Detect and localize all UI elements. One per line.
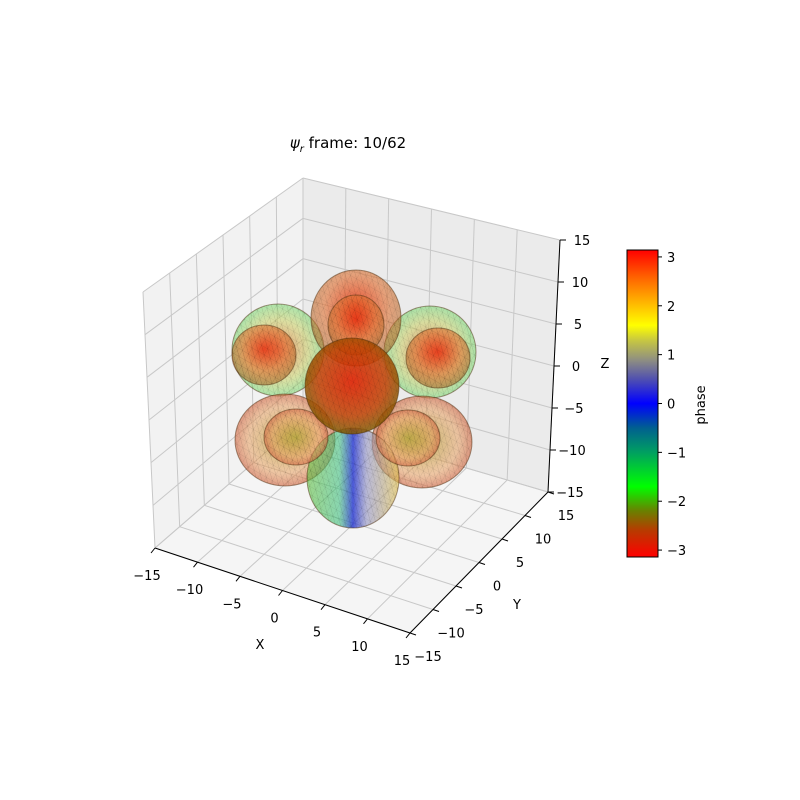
x-axis-tick-label: 0: [270, 612, 278, 627]
colorbar-tick-label: −2: [667, 495, 686, 510]
y-axis-tick: [455, 585, 463, 589]
z-axis-tick-label: 15: [574, 234, 591, 249]
x-axis-tick-label: 10: [351, 640, 368, 655]
y-axis-tick-label: 10: [535, 533, 552, 548]
back-pane-gridline: [302, 177, 561, 241]
colorbar-gradient: [626, 249, 659, 558]
colorbar-tick-label: −3: [667, 544, 686, 559]
x-axis-tick: [405, 632, 411, 639]
left-pane: [143, 178, 303, 548]
colorbar-label: phase: [694, 385, 709, 424]
y-axis-tick: [478, 562, 486, 565]
back-pane-gridline: [302, 217, 559, 283]
inner-lobe-mesh: [406, 328, 470, 388]
x-axis-tick-label: 5: [313, 626, 321, 641]
x-axis-tick: [150, 547, 156, 554]
y-axis-tick-label: 0: [493, 580, 501, 595]
x-axis-tick: [278, 590, 283, 596]
inner-lobe-mesh: [376, 410, 440, 466]
x-axis-tick-label: 15: [394, 654, 411, 669]
orbital-surface: [231, 269, 477, 529]
lobe-center-mesh: [305, 338, 399, 434]
z-axis-tick-label: −15: [556, 486, 583, 501]
z-axis-tick-label: 10: [572, 276, 589, 291]
chart-title: ψr frame: 10/62: [290, 134, 406, 155]
colorbar: −3 −2 −1 0 1 2 3 phase: [626, 249, 709, 559]
y-axis-tick-label: 15: [558, 509, 575, 524]
colorbar-tick-label: 1: [667, 349, 675, 364]
colorbar-tick-label: 0: [667, 398, 675, 413]
z-axis-label: Z: [601, 357, 610, 372]
inner-lobe-mesh: [232, 325, 296, 385]
lobe-bottom-mesh: [307, 428, 399, 528]
colorbar-tick-label: 3: [667, 251, 675, 266]
z-axis-tick-label: 5: [574, 318, 582, 333]
x-axis-tick: [193, 561, 198, 568]
x-axis-tick: [363, 618, 368, 625]
y-axis-tick: [524, 515, 532, 518]
x-axis-tick-label: −10: [176, 583, 203, 598]
x-axis-tick: [235, 576, 241, 582]
y-axis-tick-label: −15: [414, 650, 441, 665]
z-axis-tick-label: −5: [564, 402, 583, 417]
x-axis-label: X: [256, 638, 265, 653]
y-axis-tick-label: −10: [437, 627, 464, 642]
z-axis-tick-label: 0: [572, 360, 580, 375]
y-axis-tick-label: 5: [516, 556, 524, 571]
colorbar-tick-label: −1: [667, 446, 686, 461]
left-pane-gridline: [144, 217, 304, 336]
y-axis-tick-label: −5: [464, 603, 483, 618]
y-axis-tick: [501, 538, 509, 542]
z-axis-tick-label: −10: [558, 444, 585, 459]
y-axis-label: Y: [512, 598, 521, 613]
y-axis-tick: [432, 609, 440, 612]
x-axis-tick-label: −5: [222, 597, 241, 612]
y-axis-tick: [409, 632, 417, 636]
left-pane-gridline: [142, 177, 304, 293]
colorbar-tick-label: 2: [667, 300, 675, 315]
x-axis-tick: [320, 604, 326, 610]
inner-lobe-mesh: [264, 409, 328, 465]
x-axis-tick-label: −15: [133, 569, 160, 584]
